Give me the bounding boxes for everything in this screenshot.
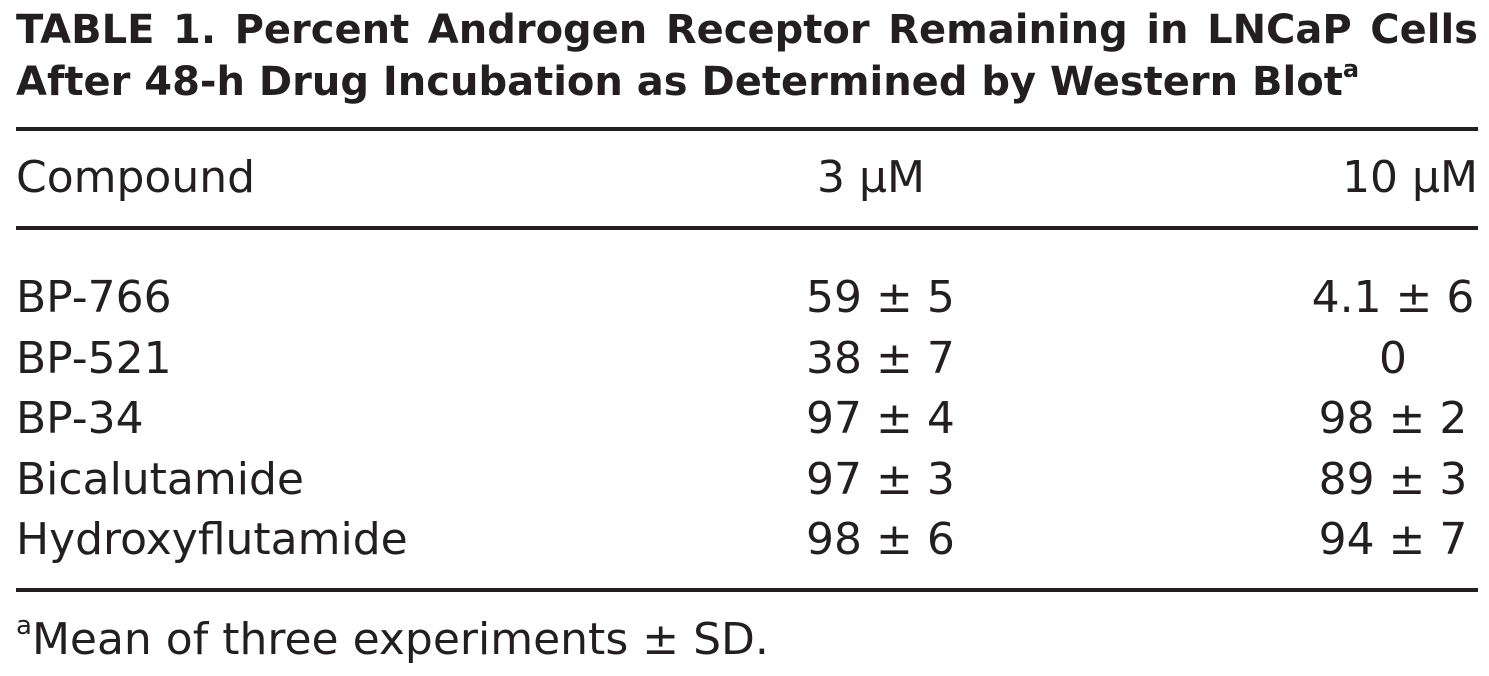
table-title-line-2-text: After 48-h Drug Incubation as Determined…: [16, 59, 1343, 105]
row-bp521-3um: 38 ± 7: [806, 333, 955, 384]
table-title: TABLE 1. Percent Androgen Receptor Remai…: [16, 4, 1478, 108]
bottom-rule: [16, 588, 1478, 592]
row-bicalutamide-3um: 97 ± 3: [806, 454, 955, 505]
row-bp34-10um: 98 ± 2: [1318, 393, 1468, 444]
row-hydroxyflutamide-10um: 94 ± 7: [1318, 514, 1468, 565]
row-hydroxyflutamide-3um: 98 ± 6: [806, 514, 955, 565]
row-bp766-10um: 4.1 ± 6: [1311, 272, 1475, 323]
row-bp34-compound: BP-34: [16, 393, 144, 444]
table-figure: TABLE 1. Percent Androgen Receptor Remai…: [16, 0, 1478, 676]
row-bp521-compound: BP-521: [16, 333, 172, 384]
header-compound: Compound: [16, 152, 256, 203]
row-hydroxyflutamide-compound: Hydroxyflutamide: [16, 514, 408, 565]
title-footnote-mark: a: [1342, 55, 1360, 83]
row-bp521-10um: 0: [1379, 333, 1407, 384]
row-bp766-compound: BP-766: [16, 272, 172, 323]
table-title-line-2: After 48-h Drug Incubation as Determined…: [16, 56, 1478, 108]
header-3-um: 3 μM: [817, 152, 925, 203]
table-title-line-1: TABLE 1. Percent Androgen Receptor Remai…: [16, 7, 1478, 53]
row-bicalutamide-compound: Bicalutamide: [16, 454, 304, 505]
header-10-um: 10 μM: [1342, 152, 1478, 203]
row-bicalutamide-10um: 89 ± 3: [1318, 454, 1468, 505]
row-bp766-3um: 59 ± 5: [806, 272, 955, 323]
top-rule: [16, 127, 1478, 131]
footnote-mark: a: [16, 611, 32, 641]
row-bp34-3um: 97 ± 4: [806, 393, 955, 444]
table-footnote: aMean of three experiments ± SD.: [16, 610, 769, 670]
footnote-text: Mean of three experiments ± SD.: [31, 614, 769, 665]
header-rule: [16, 226, 1478, 230]
